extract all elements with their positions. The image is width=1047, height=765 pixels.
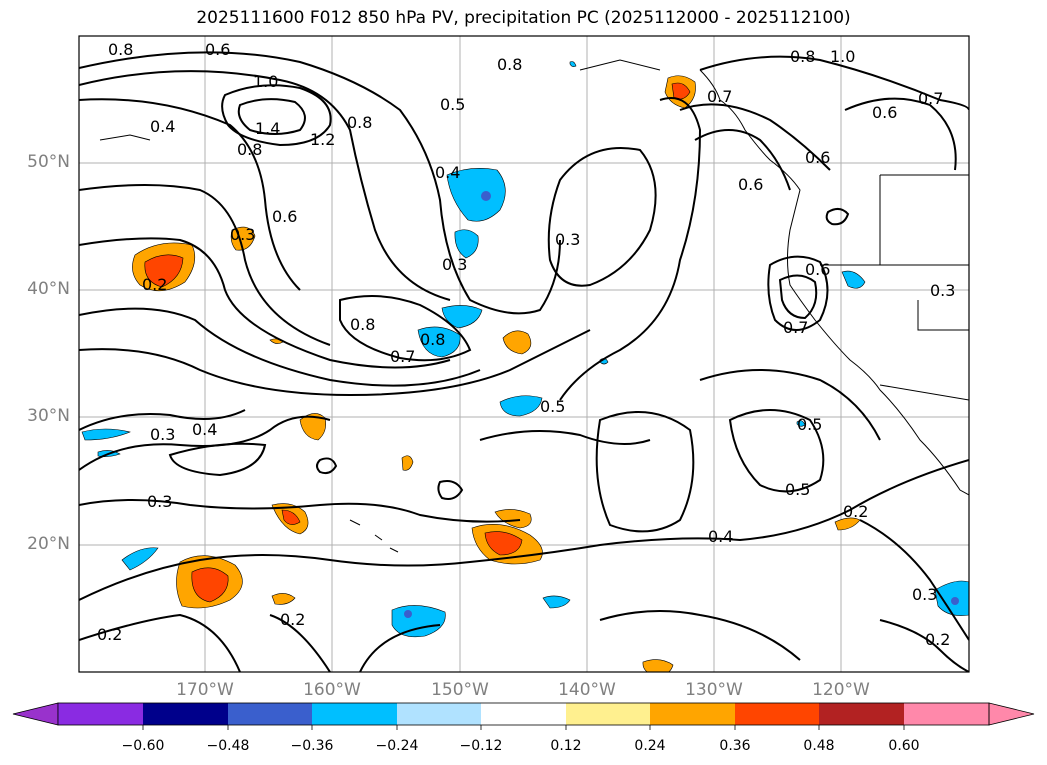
contour-label: 1.0	[253, 72, 278, 91]
colorbar-tick-label: −0.24	[375, 738, 419, 754]
contour-label: 0.6	[805, 148, 830, 167]
lon-label: 170°W	[176, 680, 234, 700]
contour-label: 0.5	[797, 415, 822, 434]
contour-label: 0.8	[108, 40, 133, 59]
contour-label: 0.4	[708, 527, 733, 546]
contour-label: 0.8	[497, 55, 522, 74]
colorbar-cell	[735, 703, 819, 725]
contour-label: 0.3	[555, 230, 580, 249]
contour-label: 0.5	[440, 95, 465, 114]
contour-label: 0.6	[872, 103, 897, 122]
contour-label: 0.3	[147, 492, 172, 511]
contour-label: 0.7	[707, 87, 732, 106]
contour-label: 1.0	[830, 47, 855, 66]
contour-label: 0.5	[785, 480, 810, 499]
colorbar-tick-label: −0.36	[290, 738, 334, 754]
contour-label: 0.2	[843, 502, 868, 521]
lat-label: 30°N	[27, 406, 70, 426]
contour-label: 0.7	[918, 89, 943, 108]
colorbar-cell	[397, 703, 481, 725]
colorbar-tick-label: 0.12	[550, 738, 582, 754]
colorbar-tick-label: −0.60	[121, 738, 165, 754]
contour-label: 0.3	[230, 225, 255, 244]
colorbar	[12, 702, 1035, 730]
colorbar-cell	[312, 703, 397, 725]
lon-label: 150°W	[431, 680, 489, 700]
contour-label: 0.3	[912, 585, 937, 604]
colorbar-cell	[566, 703, 650, 725]
colorbar-cell	[819, 703, 904, 725]
colorbar-tick-label: 0.48	[803, 738, 835, 754]
coastlines	[99, 59, 969, 553]
contour-label: 0.4	[192, 420, 217, 439]
contour-label: 0.5	[540, 397, 565, 416]
colorbar-cell	[228, 703, 312, 725]
contour-label: 0.6	[805, 260, 830, 279]
lon-label: 120°W	[812, 680, 870, 700]
colorbar-tick-label: −0.12	[459, 738, 503, 754]
contour-label: 0.8	[237, 140, 262, 159]
contour-label: 0.6	[205, 40, 230, 59]
colorbar-arrow-low	[12, 702, 59, 726]
contour-label: 0.2	[925, 630, 950, 649]
contour-label: 0.3	[930, 281, 955, 300]
colorbar-cell	[58, 703, 143, 725]
map-title: 2025111600 F012 850 hPa PV, precipitatio…	[196, 8, 851, 28]
lon-label: 130°W	[685, 680, 743, 700]
contour-label: 0.2	[142, 275, 167, 294]
contour-label: 1.4	[255, 119, 280, 138]
lat-label: 40°N	[27, 279, 70, 299]
contour-label: 0.3	[150, 425, 175, 444]
pv-contours	[79, 51, 969, 672]
contour-label: 0.2	[97, 625, 122, 644]
lat-label: 20°N	[27, 534, 70, 554]
contour-label: 0.4	[435, 163, 460, 182]
contour-label: 1.2	[310, 130, 335, 149]
contour-label: 0.7	[783, 318, 808, 337]
contour-label: 0.4	[150, 117, 175, 136]
colorbar-cell	[481, 703, 566, 725]
contour-label: 0.7	[390, 347, 415, 366]
plot-frame	[78, 35, 970, 673]
colorbar-tick-label: −0.48	[206, 738, 250, 754]
contour-label: 0.8	[790, 47, 815, 66]
colorbar-arrow-high	[988, 702, 1035, 726]
contour-labels: 0.8 0.6 0.8 0.8 1.0 1.0 0.8 0.7 0.6 0.7 …	[97, 40, 955, 649]
contour-label: 0.8	[347, 113, 372, 132]
colorbar-cell	[143, 703, 228, 725]
contour-label: 0.2	[280, 610, 305, 629]
contour-label: 0.3	[442, 255, 467, 274]
contour-label: 0.6	[738, 175, 763, 194]
colorbar-cell	[650, 703, 735, 725]
precip-negative	[81, 61, 969, 638]
colorbar-tick-label: 0.60	[888, 738, 920, 754]
lat-label: 50°N	[27, 152, 70, 172]
lon-label: 160°W	[303, 680, 361, 700]
colorbar-cell	[904, 703, 989, 725]
contour-label: 0.8	[420, 330, 445, 349]
contour-label: 0.8	[350, 315, 375, 334]
contour-label: 0.6	[272, 207, 297, 226]
colorbar-tick-label: 0.36	[719, 738, 751, 754]
lon-label: 140°W	[558, 680, 616, 700]
colorbar-tick-label: 0.24	[634, 738, 666, 754]
